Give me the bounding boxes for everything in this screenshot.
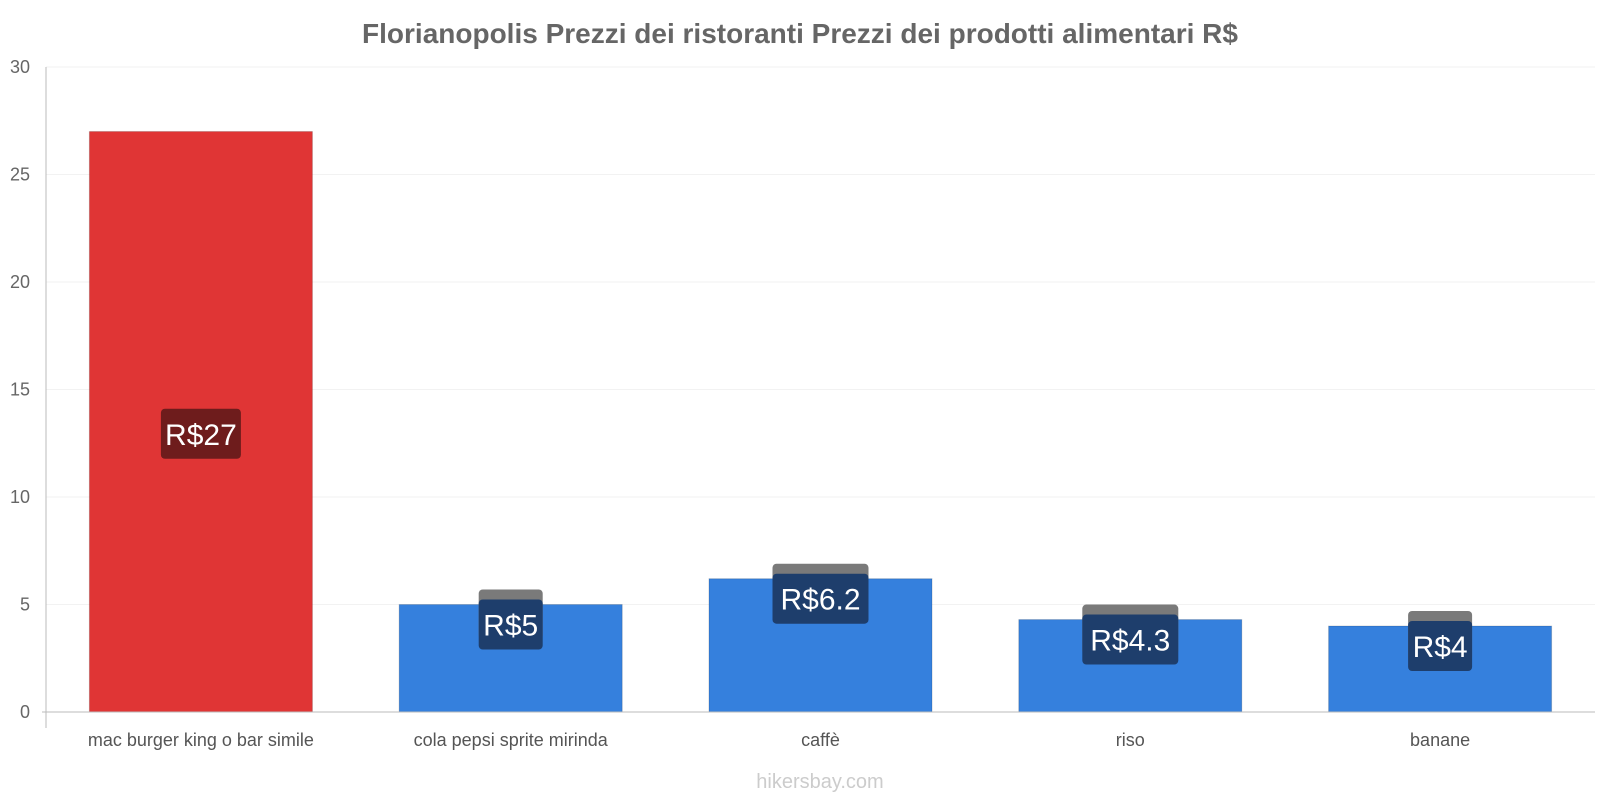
value-label-box [160, 408, 241, 459]
value-labels: R$27 R$5 R$6.2 R$4.3 R$4 [160, 408, 1473, 671]
y-tick-label: 25 [10, 165, 30, 185]
footer-credit: hikersbay.com [756, 771, 883, 793]
y-tick-label: 30 [10, 57, 30, 77]
value-label-box [478, 599, 543, 650]
y-tick-label: 10 [10, 487, 30, 507]
y-tick-label: 15 [10, 380, 30, 400]
x-axis: mac burger king o bar simile cola pepsi s… [42, 711, 1595, 750]
value-label: R$5 [483, 610, 538, 643]
value-label: R$4 [1413, 631, 1468, 664]
x-tick-label: banane [1410, 730, 1470, 750]
value-label: R$27 [165, 419, 237, 452]
x-tick-label: mac burger king o bar simile [88, 730, 314, 750]
bars [88, 131, 1553, 713]
value-label: R$4.3 [1090, 625, 1170, 658]
y-axis: 0 5 10 15 20 25 30 [10, 57, 47, 728]
value-label-box [1082, 614, 1179, 665]
x-tick-label: cola pepsi sprite mirinda [414, 730, 609, 750]
value-label: R$6.2 [780, 584, 860, 617]
chart-title: Florianopolis Prezzi dei ristoranti Prez… [362, 18, 1238, 49]
y-tick-label: 20 [10, 272, 30, 292]
x-tick-label: caffè [801, 730, 840, 750]
y-tick-label: 5 [20, 595, 30, 615]
value-label-box [772, 573, 869, 624]
y-tick-label: 0 [20, 702, 30, 722]
x-tick-label: riso [1116, 730, 1145, 750]
value-label-box [1408, 621, 1473, 671]
